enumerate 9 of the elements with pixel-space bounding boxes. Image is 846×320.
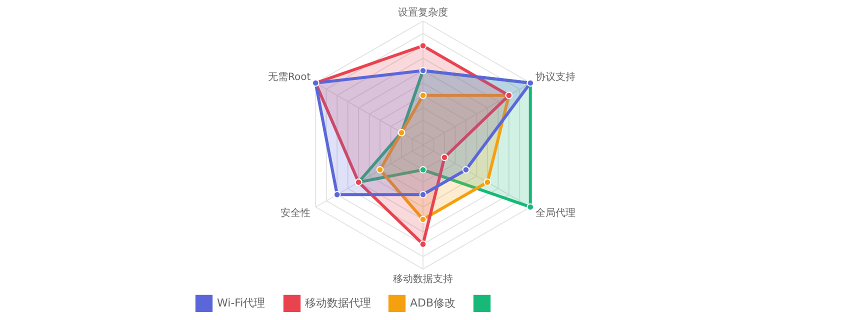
- legend-label: 移动数据代理: [305, 296, 371, 310]
- spoke-label: 无需Root: [268, 72, 311, 83]
- spoke-label: 安全性: [280, 207, 311, 220]
- spoke-label: 全局代理: [535, 207, 576, 220]
- legend-label: ADB修改: [410, 296, 456, 310]
- spoke-label: 协议支持: [535, 70, 576, 83]
- spoke-label: 移动数据支持: [393, 272, 453, 285]
- spoke-label: 设置复杂度: [398, 6, 448, 18]
- legend-label: Wi-Fi代理: [217, 296, 266, 310]
